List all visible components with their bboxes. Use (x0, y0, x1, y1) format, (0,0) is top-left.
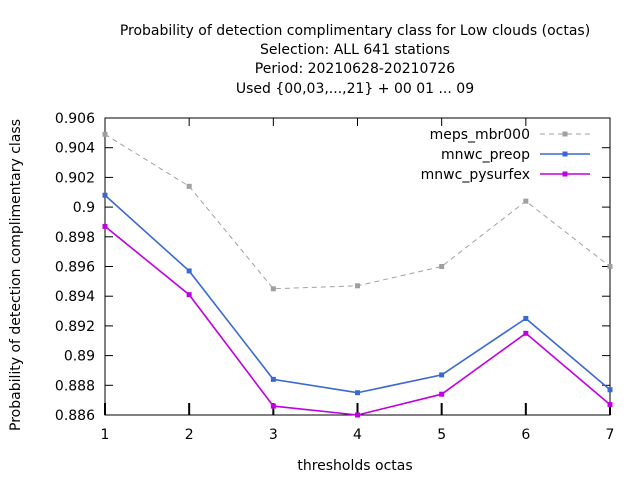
data-point-mnwc_pysurfex (186, 292, 192, 298)
data-point-mnwc_preop (439, 372, 445, 378)
y-tick-label: 0.886 (55, 408, 95, 424)
series-line-meps_mbr000 (104, 133, 611, 290)
series-line-mnwc_preop (104, 194, 611, 394)
x-tick-label: 6 (521, 427, 530, 443)
series-line-mnwc_pysurfex (104, 225, 611, 416)
y-tick-label: 0.902 (55, 170, 95, 186)
legend-label: mnwc_pysurfex (421, 167, 530, 183)
data-point-mnwc_preop (270, 376, 276, 382)
title-line-1: Probability of detection complimentary c… (120, 23, 590, 39)
data-point-meps_mbr000 (439, 264, 445, 269)
x-tick-label: 4 (353, 427, 362, 443)
legend: meps_mbr000 mnwc_preop mnwc_pysurfex (421, 127, 590, 183)
x-tick-label: 3 (269, 427, 278, 443)
data-point-meps_mbr000 (102, 131, 108, 137)
x-axis-label: thresholds octas (297, 458, 412, 474)
y-tick-label: 0.894 (55, 289, 95, 305)
y-tick-label: 0.906 (55, 111, 95, 127)
legend-marker (562, 151, 568, 157)
chart-title: Probability of detection complimentary c… (120, 23, 590, 97)
legend-label: meps_mbr000 (430, 127, 530, 143)
data-point-mnwc_preop (186, 268, 192, 274)
legend-marker (562, 131, 568, 137)
data-point-mnwc_pysurfex (270, 403, 276, 409)
x-tick-label: 5 (437, 427, 446, 443)
data-point-mnwc_preop (523, 315, 529, 321)
x-tick-label: 2 (185, 427, 194, 443)
plot-axes (104, 117, 611, 416)
title-line-3: Period: 20210628-20210726 (255, 61, 455, 77)
y-tick-label: 0.892 (55, 319, 95, 335)
title-line-4: Used {00,03,...,21} + 00 01 ... 09 (236, 81, 474, 97)
legend-marker (562, 171, 568, 177)
plot-frame (104, 117, 611, 416)
y-tick-label: 0.904 (55, 141, 95, 157)
data-point-mnwc_pysurfex (439, 391, 445, 397)
data-point-mnwc_pysurfex (523, 330, 529, 336)
data-point-mnwc_pysurfex (607, 402, 613, 408)
title-line-2: Selection: ALL 641 stations (260, 42, 450, 58)
x-tick-label: 1 (101, 427, 110, 443)
y-axis-ticks: 0.886 0.888 0.89 0.892 0.894 0.896 0.898 0.9 0.9… (55, 111, 610, 424)
y-tick-label: 0.9 (73, 200, 95, 216)
data-series (102, 131, 613, 418)
x-axis-ticks: 1 2 3 4 5 6 7 (101, 118, 615, 443)
y-tick-label: 0.896 (55, 260, 95, 276)
data-point-mnwc_preop (355, 390, 360, 396)
data-point-mnwc_preop (607, 387, 613, 393)
y-axis-label: Probability of detection complimentary c… (8, 119, 24, 431)
y-tick-label: 0.898 (55, 230, 95, 246)
data-point-mnwc_preop (102, 192, 108, 198)
legend-label: mnwc_preop (441, 147, 530, 163)
y-tick-label: 0.89 (64, 349, 95, 365)
data-point-meps_mbr000 (523, 198, 529, 204)
data-point-mnwc_pysurfex (102, 223, 108, 229)
data-point-meps_mbr000 (355, 283, 360, 289)
y-tick-label: 0.888 (55, 378, 95, 394)
data-point-meps_mbr000 (270, 286, 276, 292)
data-point-mnwc_pysurfex (355, 412, 360, 418)
x-tick-label: 7 (606, 427, 615, 443)
data-point-meps_mbr000 (607, 264, 613, 269)
data-point-meps_mbr000 (186, 183, 192, 189)
